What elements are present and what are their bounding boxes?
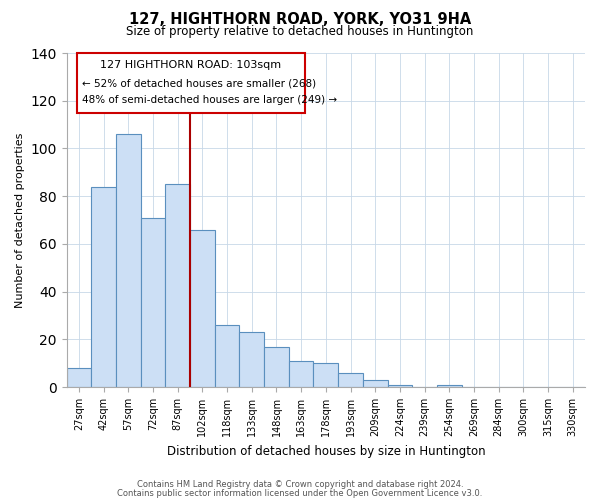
Bar [437, 384, 461, 387]
Bar [141, 218, 166, 387]
Text: Contains HM Land Registry data © Crown copyright and database right 2024.: Contains HM Land Registry data © Crown c… [137, 480, 463, 489]
Text: ← 52% of detached houses are smaller (268): ← 52% of detached houses are smaller (26… [82, 78, 316, 88]
Bar [239, 332, 264, 387]
Bar [264, 346, 289, 387]
Bar [116, 134, 141, 387]
Text: Contains public sector information licensed under the Open Government Licence v3: Contains public sector information licen… [118, 488, 482, 498]
Bar [190, 230, 215, 387]
Bar [363, 380, 388, 387]
Text: 127, HIGHTHORN ROAD, YORK, YO31 9HA: 127, HIGHTHORN ROAD, YORK, YO31 9HA [129, 12, 471, 28]
Text: Size of property relative to detached houses in Huntington: Size of property relative to detached ho… [127, 25, 473, 38]
Bar [313, 363, 338, 387]
X-axis label: Distribution of detached houses by size in Huntington: Distribution of detached houses by size … [167, 444, 485, 458]
Y-axis label: Number of detached properties: Number of detached properties [15, 132, 25, 308]
Bar [388, 384, 412, 387]
Bar [215, 325, 239, 387]
Text: 127 HIGHTHORN ROAD: 103sqm: 127 HIGHTHORN ROAD: 103sqm [100, 60, 281, 70]
Bar [91, 186, 116, 387]
Bar [67, 368, 91, 387]
Bar [166, 184, 190, 387]
FancyBboxPatch shape [77, 53, 305, 113]
Bar [289, 361, 313, 387]
Bar [338, 373, 363, 387]
Text: 48% of semi-detached houses are larger (249) →: 48% of semi-detached houses are larger (… [82, 95, 337, 105]
